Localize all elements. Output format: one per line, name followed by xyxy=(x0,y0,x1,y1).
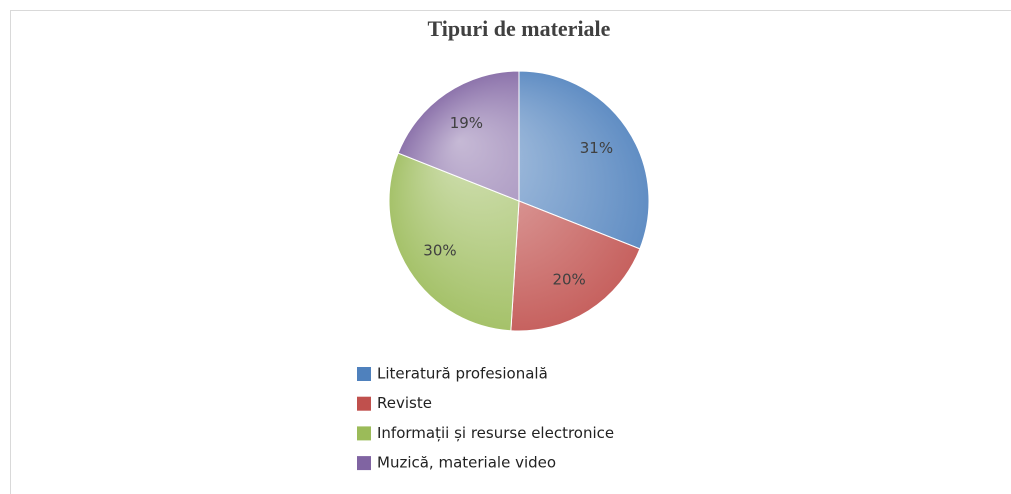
data-label: 30% xyxy=(423,242,456,260)
data-label: 19% xyxy=(450,114,483,132)
data-label: 31% xyxy=(580,139,613,157)
legend-swatch xyxy=(357,426,371,441)
legend-label: Muzică, materiale video xyxy=(377,454,556,472)
pie-slice xyxy=(397,70,520,202)
legend-label: Literatură profesională xyxy=(377,365,548,383)
pie-slice xyxy=(388,152,520,332)
legend-label: Informații și resurse electronice xyxy=(377,424,614,442)
legend-label: Reviste xyxy=(377,394,432,412)
legend-swatch xyxy=(357,456,371,471)
legend-swatch xyxy=(357,367,371,381)
pie-slice xyxy=(510,200,641,332)
legend-swatch xyxy=(357,396,371,411)
data-label: 20% xyxy=(552,271,585,289)
chart-title: Tipuri de materiale xyxy=(428,16,611,41)
pie-slice xyxy=(518,70,650,250)
